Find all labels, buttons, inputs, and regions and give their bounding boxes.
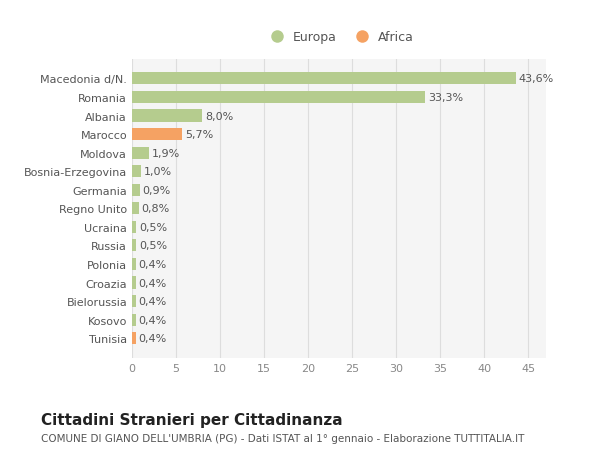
Bar <box>132 277 136 289</box>
Bar <box>132 92 425 104</box>
Text: 0,8%: 0,8% <box>142 204 170 214</box>
Bar <box>132 314 136 326</box>
Text: 0,4%: 0,4% <box>138 278 166 288</box>
Text: 1,0%: 1,0% <box>143 167 172 177</box>
Text: Cittadini Stranieri per Cittadinanza: Cittadini Stranieri per Cittadinanza <box>41 412 343 427</box>
Bar <box>132 129 182 141</box>
Bar <box>132 221 136 233</box>
Text: 0,4%: 0,4% <box>138 333 166 343</box>
Bar <box>132 185 140 196</box>
Text: 0,5%: 0,5% <box>139 222 167 232</box>
Text: 43,6%: 43,6% <box>518 74 554 84</box>
Text: 0,4%: 0,4% <box>138 315 166 325</box>
Text: 8,0%: 8,0% <box>205 111 233 121</box>
Legend: Europa, Africa: Europa, Africa <box>260 27 418 48</box>
Bar <box>132 73 516 85</box>
Text: 0,5%: 0,5% <box>139 241 167 251</box>
Bar <box>132 240 136 252</box>
Bar <box>132 258 136 270</box>
Text: 0,9%: 0,9% <box>143 185 171 196</box>
Bar <box>132 203 139 215</box>
Text: COMUNE DI GIANO DELL'UMBRIA (PG) - Dati ISTAT al 1° gennaio - Elaborazione TUTTI: COMUNE DI GIANO DELL'UMBRIA (PG) - Dati … <box>41 432 524 442</box>
Text: 0,4%: 0,4% <box>138 259 166 269</box>
Text: 0,4%: 0,4% <box>138 297 166 307</box>
Bar <box>132 110 202 122</box>
Text: 1,9%: 1,9% <box>151 148 179 158</box>
Bar <box>132 296 136 308</box>
Text: 33,3%: 33,3% <box>428 93 463 103</box>
Text: 5,7%: 5,7% <box>185 130 213 140</box>
Bar <box>132 332 136 344</box>
Bar <box>132 147 149 159</box>
Bar <box>132 166 141 178</box>
